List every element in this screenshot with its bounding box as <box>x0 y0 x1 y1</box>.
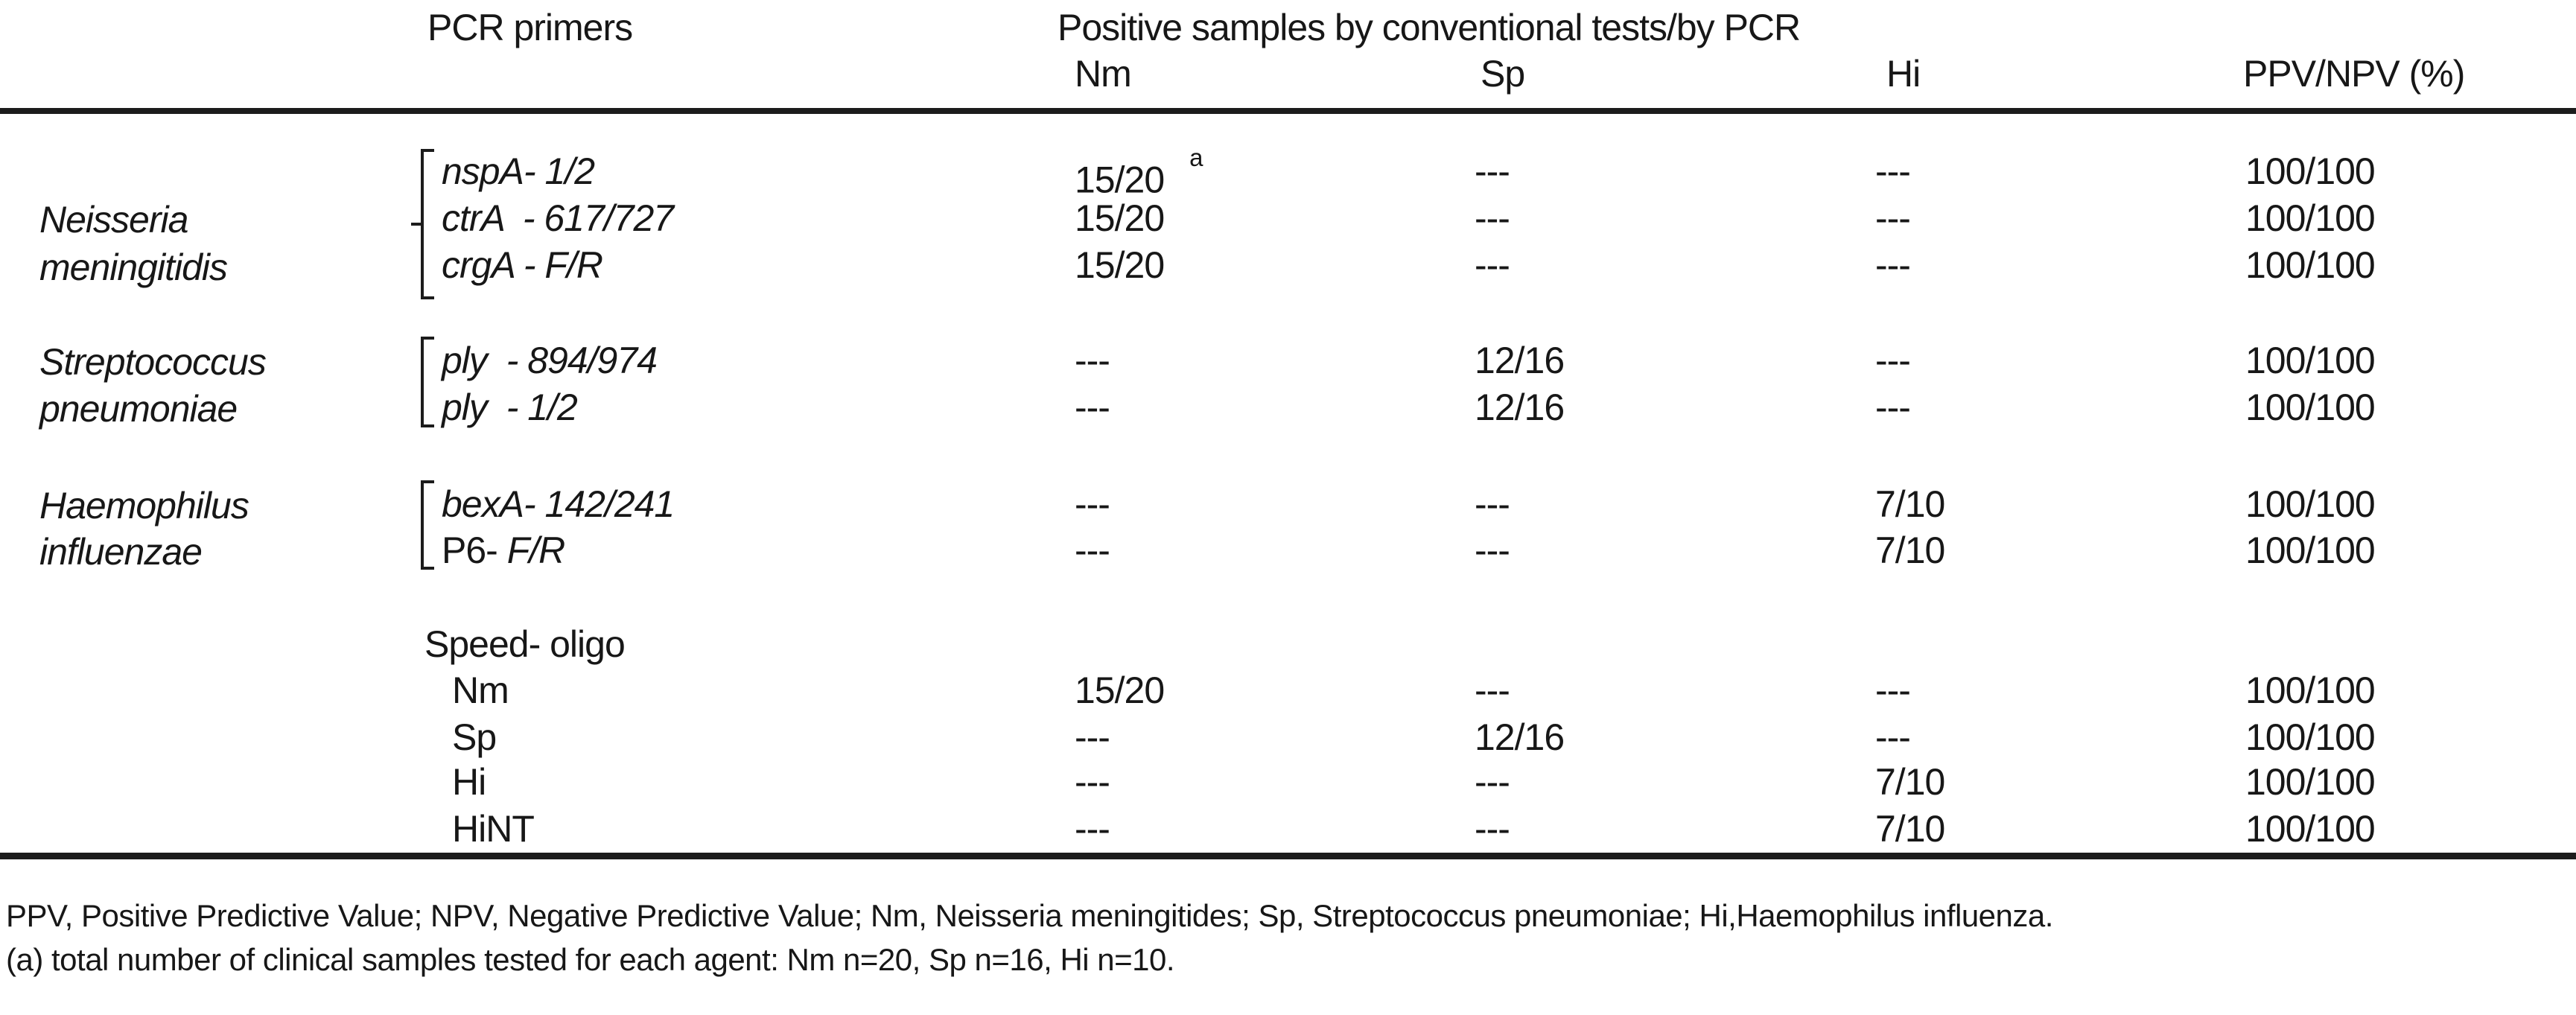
table-row: ply - 894/974 --- 12/16 --- 100/100 <box>0 339 2576 382</box>
primer-cell: crgA - F/R <box>442 244 603 286</box>
value-cell-sp: --- <box>1475 529 1510 571</box>
value-cell-sp: --- <box>1475 244 1510 286</box>
bottom-rule <box>0 853 2576 859</box>
value-cell-sp: 12/16 <box>1475 386 1565 428</box>
value-cell-ppv: 100/100 <box>2245 761 2376 803</box>
species-name: Haemophilus <box>39 485 249 526</box>
table-row: P6- F/R --- --- 7/10 100/100 <box>0 529 2576 572</box>
column-header-group: Positive samples by conventional tests/b… <box>1058 7 1801 48</box>
value-cell-ppv: 100/100 <box>2245 244 2376 286</box>
value-cell-sp: --- <box>1475 197 1510 239</box>
value-cell-nm: --- <box>1075 808 1110 850</box>
table-row: ply - 1/2 --- 12/16 --- 100/100 <box>0 386 2576 429</box>
value-cell-nm: 15/20 <box>1075 244 1165 286</box>
species-name: pneumoniae <box>39 388 238 430</box>
value-cell-sp: --- <box>1475 669 1510 711</box>
value-cell-hi: --- <box>1875 386 1911 428</box>
value-cell-nm: --- <box>1075 483 1110 525</box>
value-cell-ppv: 100/100 <box>2245 340 2376 381</box>
primer-cell: bexA- 142/241 <box>442 483 675 525</box>
primer-group-bracket <box>411 149 437 299</box>
column-header-hi: Hi <box>1886 53 1921 95</box>
footnote-marker-a: a <box>1189 144 1203 171</box>
value-cell-nm: --- <box>1075 386 1110 428</box>
table-row: HiNT --- --- 7/10 100/100 <box>0 807 2576 850</box>
value-cell-nm: 15/20 <box>1075 669 1165 711</box>
column-header-ppv-npv: PPV/NPV (%) <box>2243 53 2465 95</box>
value-cell-nm: --- <box>1075 716 1110 758</box>
species-name: meningitidis <box>39 246 228 288</box>
species-name: Neisseria <box>39 199 188 241</box>
value-cell-sp: 12/16 <box>1475 340 1565 381</box>
species-name: influenzae <box>39 531 203 573</box>
value-cell-hi: --- <box>1875 340 1911 381</box>
table-row: bexA- 142/241 --- --- 7/10 100/100 <box>0 483 2576 526</box>
value-cell-ppv: 100/100 <box>2245 483 2376 525</box>
value-cell-nm: --- <box>1075 529 1110 571</box>
value-cell-ppv: 100/100 <box>2245 150 2376 192</box>
value-cell-hi: --- <box>1875 244 1911 286</box>
value-cell-sp: --- <box>1475 761 1510 803</box>
primer-cell: ply - 1/2 <box>442 386 578 428</box>
value-cell-hi: 7/10 <box>1875 483 1945 525</box>
table-row: Hi --- --- 7/10 100/100 <box>0 760 2576 804</box>
value-cell-hi: --- <box>1875 716 1911 758</box>
value-cell-sp: --- <box>1475 150 1510 192</box>
value-cell-sp: --- <box>1475 483 1510 525</box>
primer-cell: P6- F/R <box>442 529 565 571</box>
value-cell-ppv: 100/100 <box>2245 669 2376 711</box>
column-header-sp: Sp <box>1481 53 1525 95</box>
value-cell-hi: --- <box>1875 669 1911 711</box>
value-cell-ppv: 100/100 <box>2245 529 2376 571</box>
primer-cell: ctrA - 617/727 <box>442 197 674 239</box>
value-cell-sp: --- <box>1475 808 1510 850</box>
value-cell-hi: 7/10 <box>1875 529 1945 571</box>
value-cell-sp: 12/16 <box>1475 716 1565 758</box>
column-header-pcr-primers: PCR primers <box>427 7 633 48</box>
bracket-nub <box>411 223 421 226</box>
primer-group-bracket <box>421 337 437 427</box>
table-row: Nm 15/20 --- --- 100/100 <box>0 669 2576 712</box>
value-cell-ppv: 100/100 <box>2245 197 2376 239</box>
value-cell-nm: 15/20 <box>1075 197 1165 239</box>
value-cell-ppv: 100/100 <box>2245 808 2376 850</box>
table-row: ctrA - 617/727 15/20 --- --- 100/100 <box>0 197 2576 240</box>
value-cell-ppv: 100/100 <box>2245 716 2376 758</box>
value-cell-ppv: 100/100 <box>2245 386 2376 428</box>
speed-row-label: Hi <box>452 761 486 803</box>
footnote-abbreviations: PPV, Positive Predictive Value; NPV, Neg… <box>6 898 2053 933</box>
value-cell-nm: --- <box>1075 761 1110 803</box>
species-name: Streptococcus <box>39 341 267 383</box>
table-row: Sp --- 12/16 --- 100/100 <box>0 716 2576 759</box>
speed-oligo-label: Speed- oligo <box>424 623 626 665</box>
header-rule <box>0 108 2576 114</box>
footnote-sample-counts: (a) total number of clinical samples tes… <box>6 942 1175 977</box>
value-cell-hi: 7/10 <box>1875 761 1945 803</box>
column-header-nm: Nm <box>1075 53 1132 95</box>
primer-group-bracket <box>421 480 437 570</box>
value-cell-hi: --- <box>1875 150 1911 192</box>
value-cell-nm: --- <box>1075 340 1110 381</box>
table-row: crgA - F/R 15/20 --- --- 100/100 <box>0 244 2576 287</box>
speed-row-label: HiNT <box>452 808 535 850</box>
value-cell-hi: 7/10 <box>1875 808 1945 850</box>
value-cell-nm: 15/20a <box>1075 144 1203 201</box>
speed-row-label: Sp <box>452 716 497 758</box>
primer-cell: ply - 894/974 <box>442 340 658 381</box>
primer-cell: nspA- 1/2 <box>442 150 595 192</box>
speed-row-label: Nm <box>452 669 509 711</box>
value-cell-hi: --- <box>1875 197 1911 239</box>
table-row: nspA- 1/2 15/20a --- --- 100/100 <box>0 144 2576 201</box>
